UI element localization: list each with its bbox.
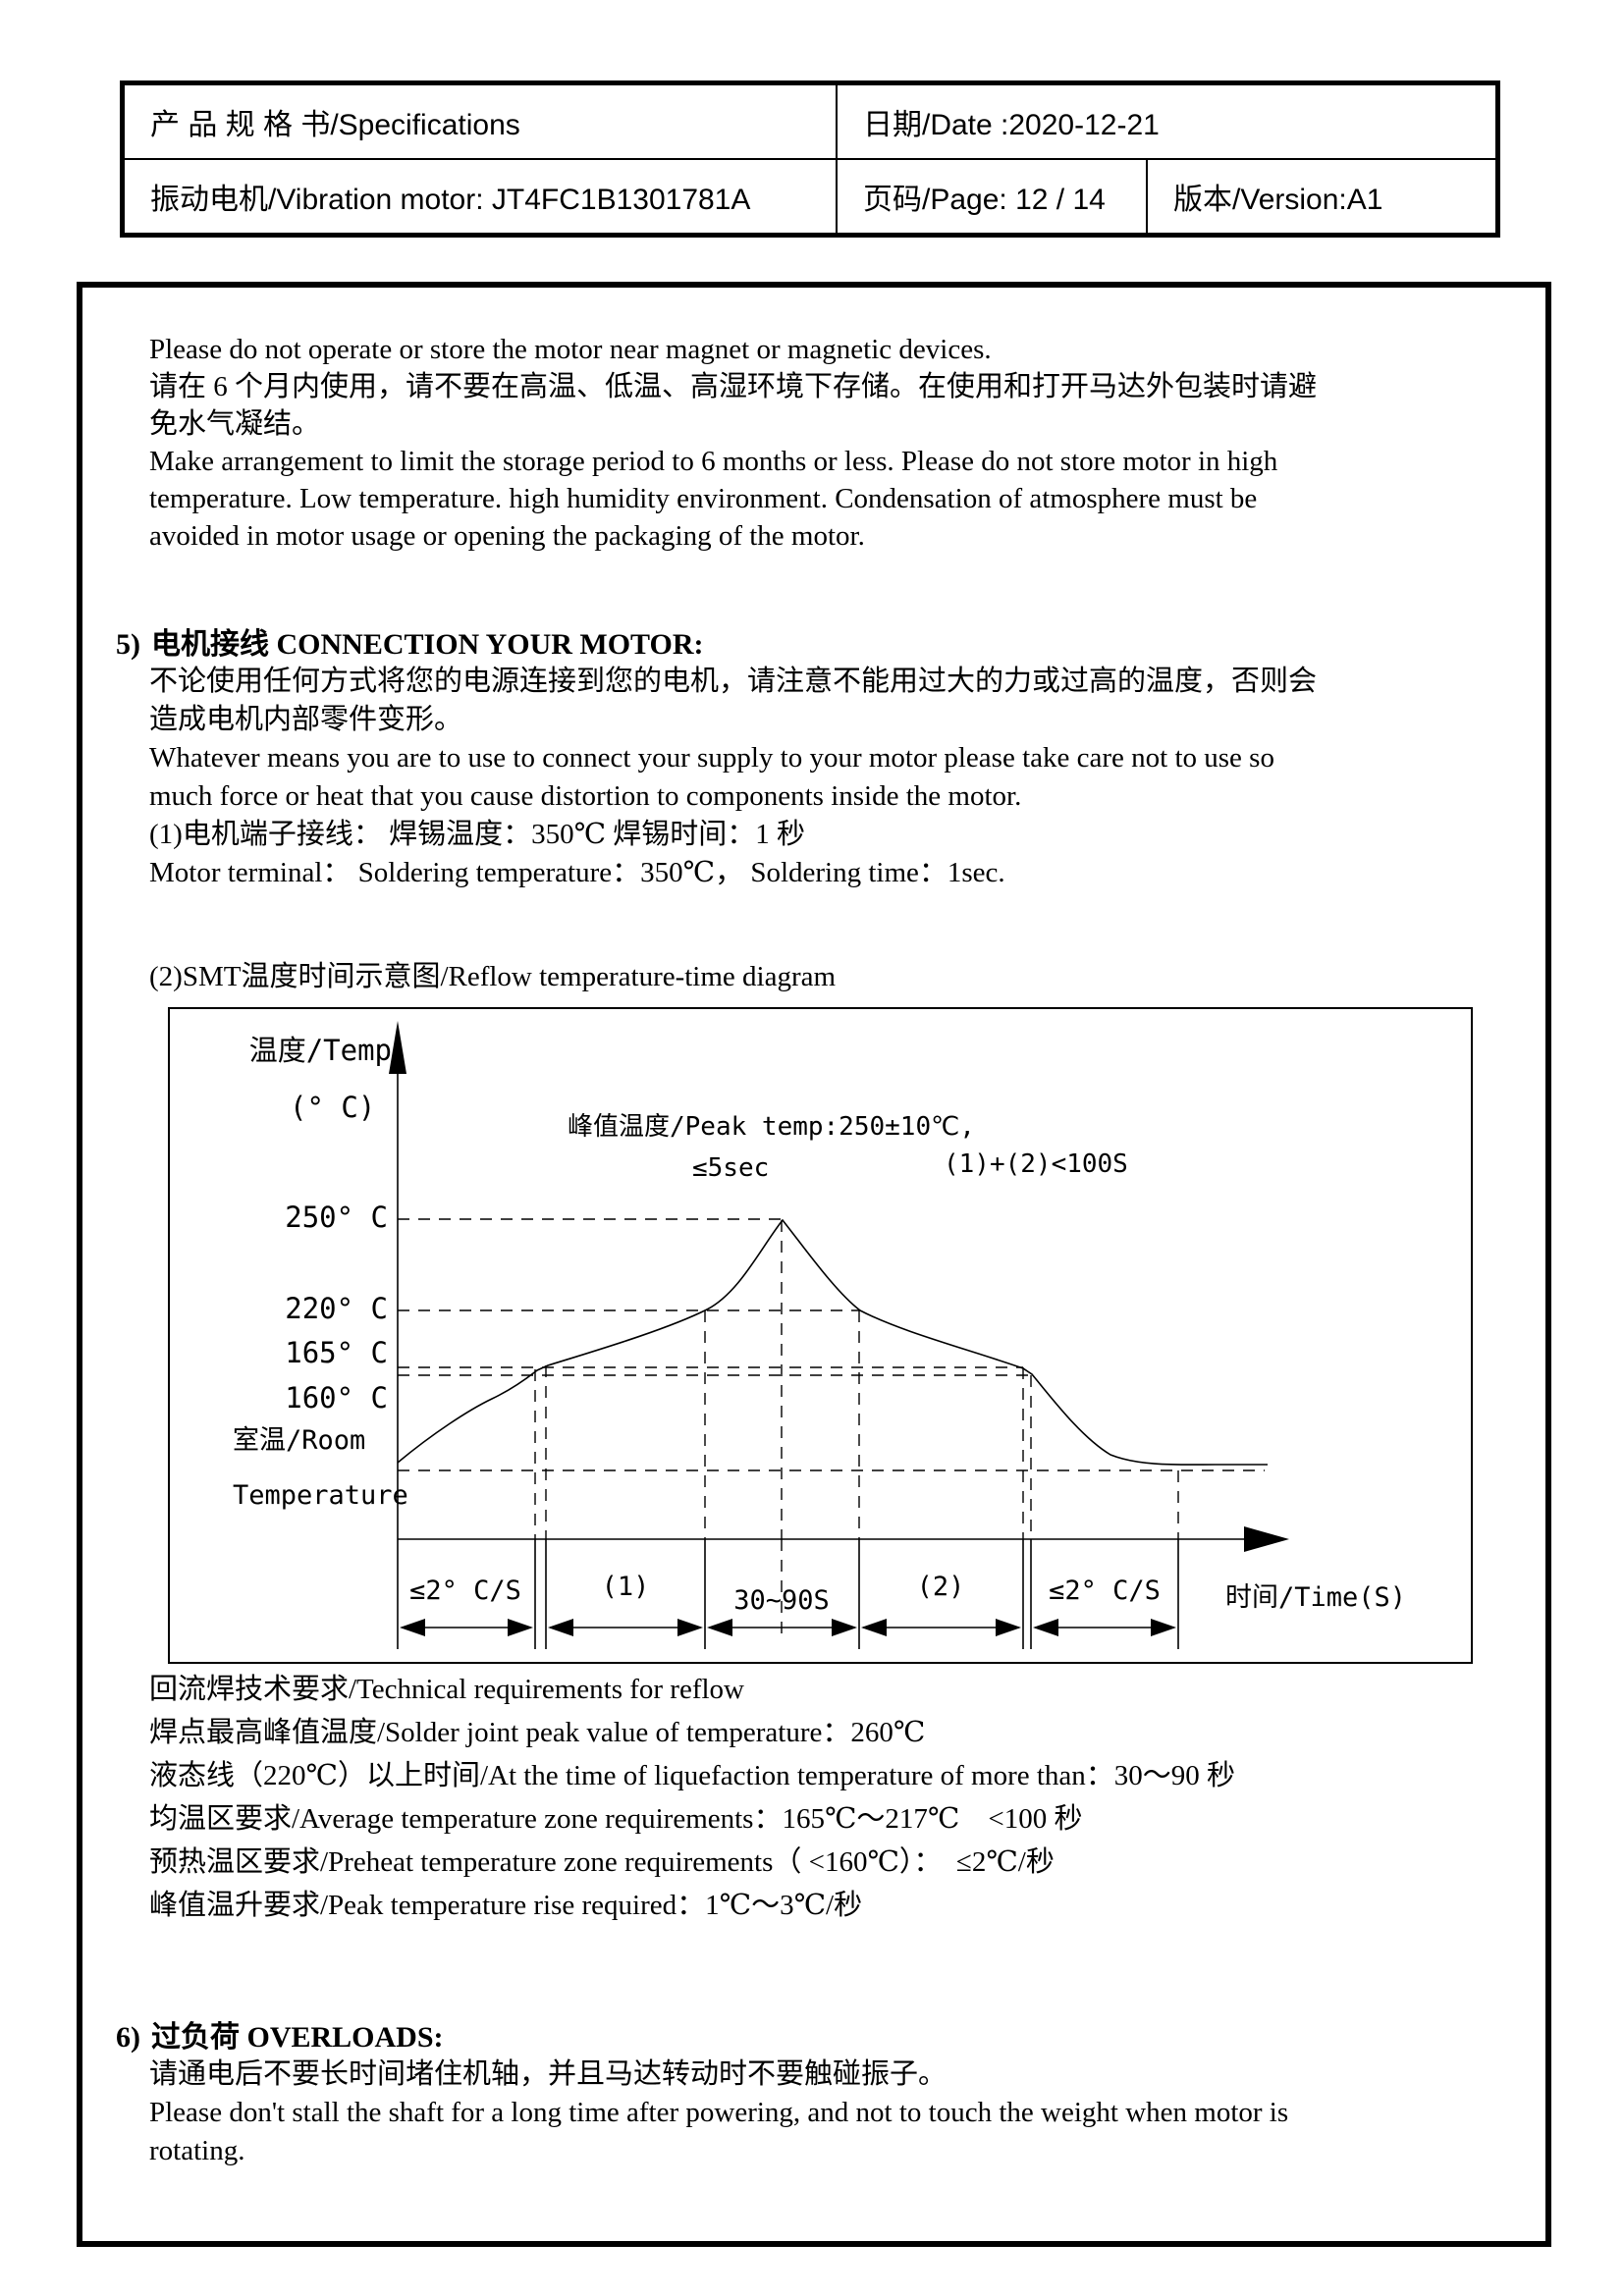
header-row-2: 振动电机/Vibration motor: JT4FC1B1301781A 页码… (121, 158, 1499, 237)
text-line: 液态线（220℃）以上时间/At the time of liquefactio… (149, 1760, 1236, 1791)
text-line: rotating. (149, 2135, 245, 2166)
section6-heading: 6) 过负荷 OVERLOADS: (116, 2012, 444, 2056)
x-axis-arrow-icon (1244, 1526, 1289, 1552)
text-line: (1)电机端子接线： 焊锡温度：350℃ 焊锡时间：1 秒 (149, 819, 806, 850)
section6-body: 请通电后不要长时间堵住机轴，并且马达转动时不要触碰振子。 Please don'… (149, 2056, 1288, 2170)
label-room-line1: 室温/Room (233, 1425, 365, 1456)
content-frame: Please do not operate or store the motor… (77, 282, 1551, 2247)
total-time-note: (1)+(2)<100S (944, 1149, 1128, 1179)
text-line: 回流焊技术要求/Technical requirements for reflo… (149, 1674, 744, 1705)
peak-note-line2: ≤5sec (692, 1153, 769, 1183)
label-room-line2: Temperature (233, 1480, 408, 1511)
text-line: Please do not operate or store the motor… (149, 334, 992, 365)
text-line: Please don't stall the shaft for a long … (149, 2097, 1289, 2128)
label-165c: 165° C (285, 1336, 388, 1369)
text-line: 免水气凝结。 (149, 408, 321, 440)
dimension-arrows (400, 1619, 1176, 1636)
text-line: 预热温区要求/Preheat temperature zone requirem… (149, 1846, 1055, 1878)
zone-label-2: (2) (917, 1572, 965, 1602)
label-160c: 160° C (285, 1381, 388, 1415)
y-axis-title: 温度/Temp (249, 1034, 392, 1067)
header-table: 产 品 规 格 书/Specifications 日期/Date :2020-1… (120, 80, 1500, 238)
reflow-requirements: 回流焊技术要求/Technical requirements for reflo… (149, 1668, 1235, 1927)
text-line: avoided in motor usage or opening the pa… (149, 520, 865, 552)
label-220c: 220° C (285, 1292, 388, 1325)
zone-label-ramp-down: ≤2° C/S (1049, 1575, 1161, 1606)
version-cell: 版本/Version:A1 (1146, 158, 1499, 237)
y-axis-arrow-icon (389, 1021, 406, 1074)
spec-title-cell: 产 品 规 格 书/Specifications (121, 81, 838, 160)
storage-notice: Please do not operate or store the motor… (149, 331, 1317, 555)
zone-label-ramp-up: ≤2° C/S (409, 1575, 521, 1606)
peak-note-line1: 峰值温度/Peak temp:250±10℃, (568, 1112, 975, 1142)
x-axis-title: 时间/Time(S) (1225, 1582, 1406, 1613)
motor-model-cell: 振动电机/Vibration motor: JT4FC1B1301781A (121, 158, 838, 237)
text-line: 不论使用任何方式将您的电源连接到您的电机，请注意不能用过大的力或过高的温度，否则… (149, 666, 1318, 697)
text-line: 造成电机内部零件变形。 (149, 704, 463, 735)
page-number-cell: 页码/Page: 12 / 14 (836, 158, 1148, 237)
label-250c: 250° C (285, 1201, 388, 1234)
text-line: 均温区要求/Average temperature zone requireme… (149, 1803, 1083, 1835)
section5-heading: 5) 电机接线 CONNECTION YOUR MOTOR: (116, 619, 704, 663)
zone-label-30-90s: 30~90S (733, 1585, 830, 1616)
text-line: 峰值温升要求/Peak temperature rise required：1℃… (149, 1890, 863, 1921)
section6-number: 6) (116, 2021, 140, 2054)
header-row-1: 产 品 规 格 书/Specifications 日期/Date :2020-1… (121, 81, 1499, 160)
section5-body: 不论使用任何方式将您的电源连接到您的电机，请注意不能用过大的力或过高的温度，否则… (149, 663, 1317, 892)
section5-number: 5) (116, 628, 140, 661)
text-line: Make arrangement to limit the storage pe… (149, 446, 1278, 477)
text-line: much force or heat that you cause distor… (149, 780, 1022, 812)
reflow-diagram-svg: 温度/Temp (° C) 时间/Time(S) 250° C 220° C 1… (233, 1021, 1406, 1649)
text-line: Motor terminal： Soldering temperature：35… (149, 857, 1005, 888)
y-axis-unit: (° C) (290, 1091, 375, 1124)
text-line: 焊点最高峰值温度/Solder joint peak value of temp… (149, 1717, 926, 1748)
section5-title: 电机接线 CONNECTION YOUR MOTOR: (151, 628, 704, 661)
zone-label-1: (1) (602, 1572, 650, 1602)
text-line: 请通电后不要长时间堵住机轴，并且马达转动时不要触碰振子。 (149, 2058, 947, 2090)
reflow-diagram: 温度/Temp (° C) 时间/Time(S) 250° C 220° C 1… (168, 1007, 1473, 1664)
text-line: 请在 6 个月内使用，请不要在高温、低温、高湿环境下存储。在使用和打开马达外包装… (149, 371, 1318, 402)
text-line: Whatever means you are to use to connect… (149, 742, 1274, 774)
text-line: temperature. Low temperature. high humid… (149, 483, 1258, 514)
diagram-caption: (2)SMT温度时间示意图/Reflow temperature-time di… (149, 961, 837, 992)
date-cell: 日期/Date :2020-12-21 (836, 81, 1499, 160)
reflow-curve (397, 1218, 1268, 1466)
section6-title: 过负荷 OVERLOADS: (151, 2021, 444, 2054)
